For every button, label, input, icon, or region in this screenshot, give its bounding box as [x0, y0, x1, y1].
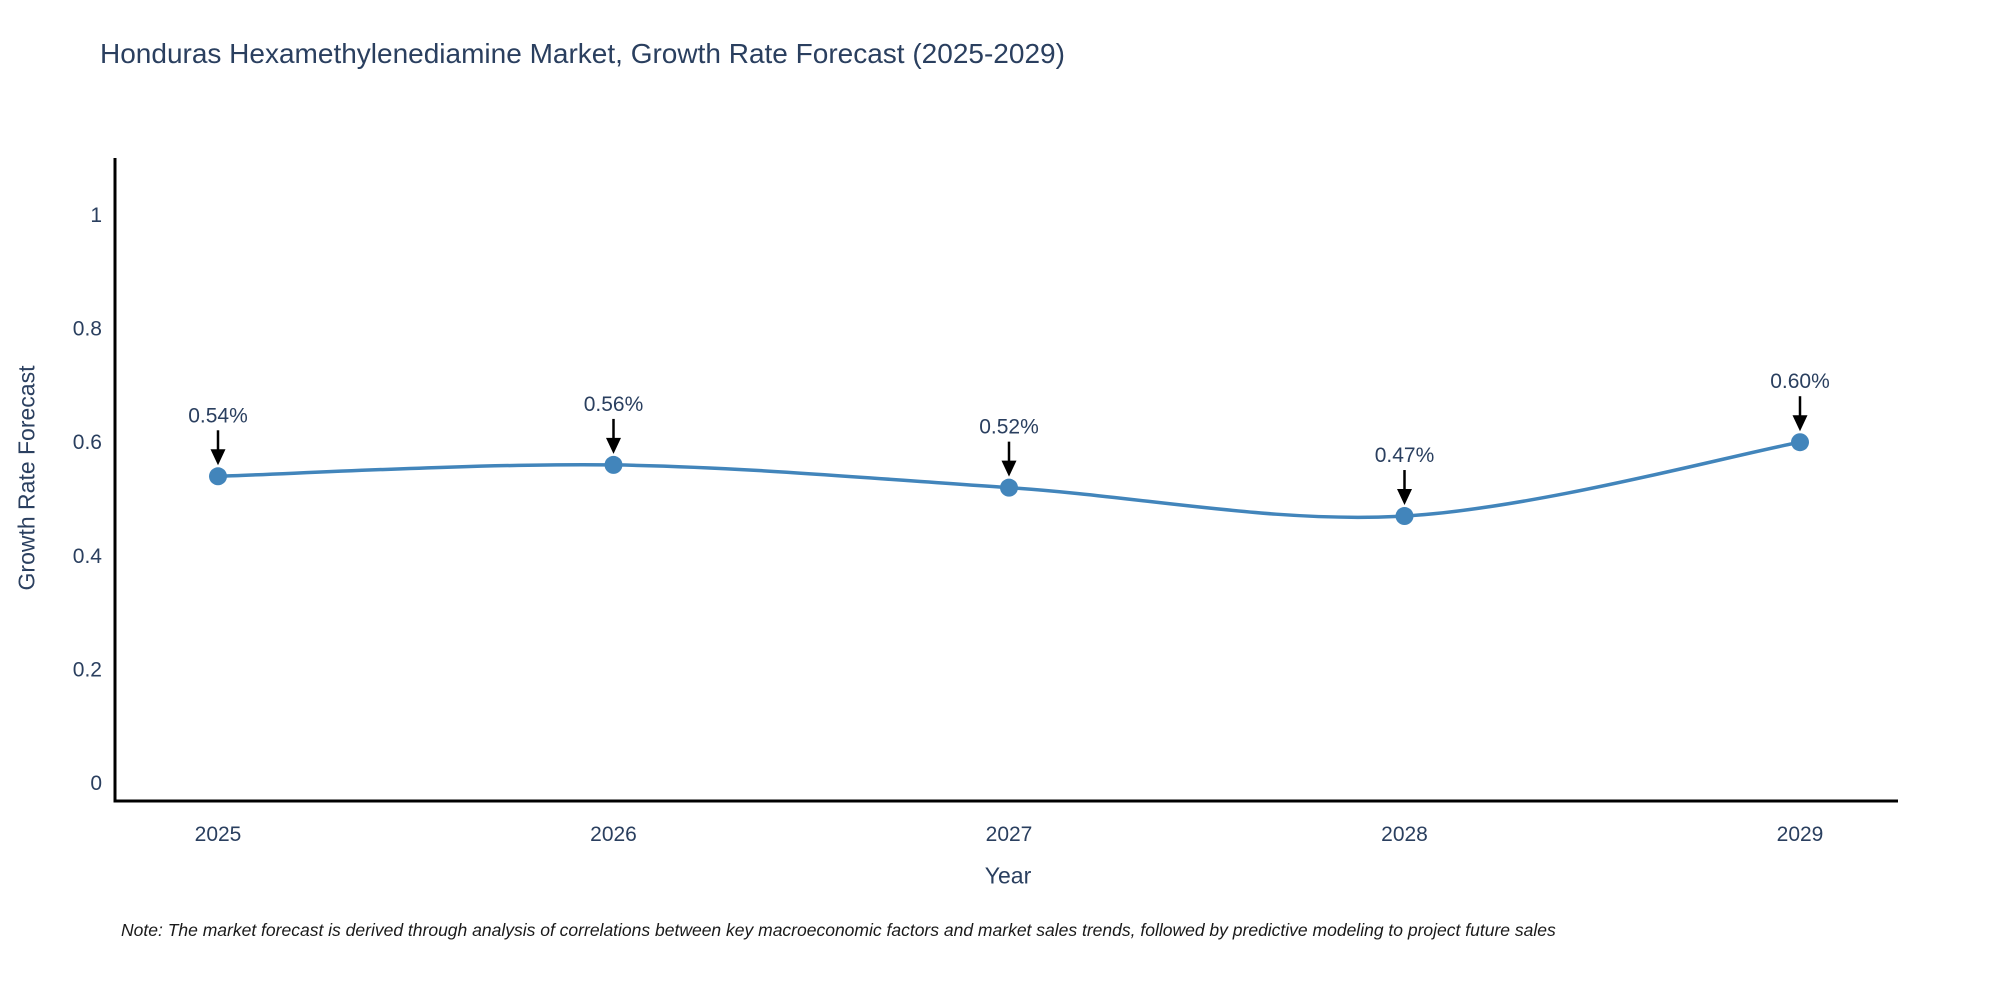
annotation-arrow-head: [606, 437, 621, 454]
y-tick-label: 0.8: [73, 318, 102, 341]
annotation-arrow-head: [1001, 460, 1017, 477]
y-axis-title: Growth Rate Forecast: [13, 365, 40, 591]
x-tick-label: 2026: [590, 823, 637, 846]
footnote: Note: The market forecast is derived thr…: [121, 920, 1556, 940]
annotation-arrow-head: [1792, 415, 1808, 432]
chart-title: Honduras Hexamethylenediamine Market, Gr…: [100, 38, 1065, 69]
x-axis-title: Year: [984, 862, 1032, 889]
data-label: 0.56%: [584, 393, 644, 416]
x-tick-label: 2029: [1777, 823, 1824, 846]
data-point: [604, 455, 623, 474]
annotation-arrow-head: [210, 449, 226, 466]
data-label: 0.52%: [979, 416, 1039, 439]
data-label: 0.60%: [1770, 370, 1830, 393]
data-point: [209, 467, 227, 486]
y-tick-label: 1: [90, 204, 102, 227]
x-tick-label: 2025: [195, 823, 242, 846]
y-tick-label: 0.6: [73, 431, 102, 454]
y-tick-label: 0.4: [73, 545, 103, 568]
data-label: 0.54%: [188, 404, 248, 427]
data-label: 0.47%: [1375, 444, 1435, 467]
y-tick-label: 0.2: [73, 658, 102, 681]
data-point: [1395, 507, 1414, 526]
x-tick-label: 2027: [986, 823, 1033, 846]
x-tick-label: 2028: [1381, 823, 1428, 846]
data-point: [1000, 478, 1018, 497]
annotation-arrow-head: [1397, 489, 1412, 506]
y-tick-label: 0: [90, 772, 102, 795]
data-point: [1791, 433, 1809, 452]
